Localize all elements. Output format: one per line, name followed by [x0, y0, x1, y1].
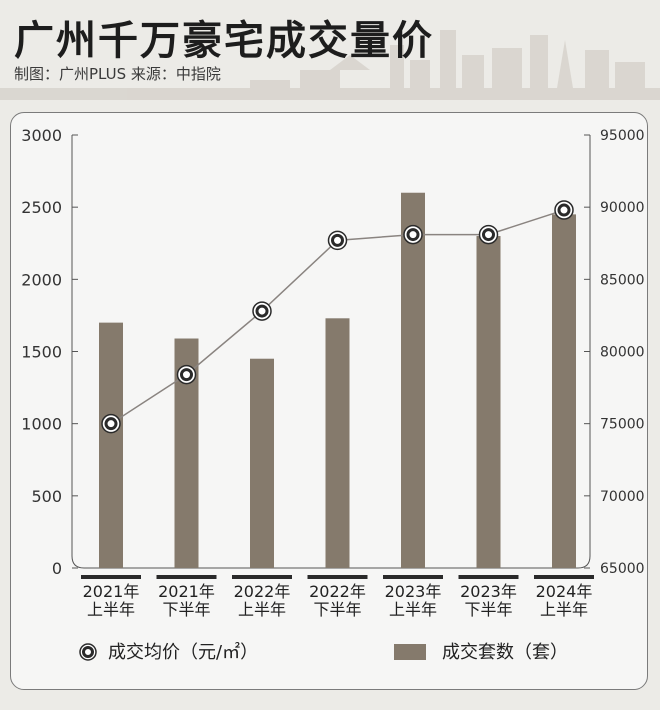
- x-tick-label-half: 上半年: [87, 600, 135, 619]
- bar-transaction-count: [325, 318, 350, 568]
- chart-credit: 制图：广州PLUS 来源：中指院: [14, 65, 221, 83]
- legend-label-avg-price: 成交均价（元/㎡）: [108, 641, 258, 663]
- bar-transaction-count: [401, 192, 425, 568]
- bar-transaction-count: [99, 322, 123, 568]
- left-tick-label: 2500: [21, 198, 62, 217]
- right-tick-label: 65000: [600, 561, 645, 577]
- bar-transaction-count: [476, 236, 501, 569]
- x-category-underline: [232, 575, 292, 579]
- avg-price-point-core: [482, 228, 495, 242]
- left-tick-label: 1000: [21, 415, 62, 434]
- legend-bar-swatch: [394, 644, 426, 660]
- bar-transaction-count: [552, 214, 576, 568]
- x-tick-label-year: 2022年: [309, 582, 366, 601]
- x-category-underline: [81, 575, 141, 579]
- x-tick-label-year: 2023年: [385, 582, 442, 601]
- x-tick-label-year: 2021年: [158, 582, 215, 601]
- avg-price-point-core: [255, 304, 269, 318]
- x-tick-label-half: 上半年: [389, 600, 437, 619]
- x-tick-label-half: 上半年: [238, 600, 286, 619]
- right-tick-label: 80000: [600, 345, 645, 361]
- x-category-underline: [458, 575, 519, 579]
- x-tick-label-year: 2024年: [536, 582, 593, 601]
- x-tick-label-year: 2022年: [234, 582, 291, 601]
- left-tick-label: 500: [31, 487, 62, 506]
- avg-price-point-core: [331, 233, 344, 247]
- x-tick-label-year: 2023年: [460, 582, 517, 601]
- x-category-underline: [383, 575, 443, 579]
- right-tick-label: 85000: [600, 272, 645, 288]
- x-tick-label-half: 下半年: [464, 600, 512, 619]
- bar-transaction-count: [250, 358, 274, 568]
- left-tick-label: 3000: [21, 126, 62, 145]
- legend-label-count: 成交套数（套）: [442, 642, 568, 663]
- avg-price-point-core: [104, 417, 118, 431]
- left-tick-label: 2000: [21, 270, 62, 289]
- x-category-underline: [534, 575, 594, 579]
- right-tick-label: 70000: [600, 489, 645, 505]
- right-tick-label: 75000: [600, 417, 645, 433]
- right-tick-label: 90000: [600, 200, 645, 216]
- x-tick-label-half: 下半年: [162, 600, 210, 619]
- left-tick-label: 0: [52, 559, 62, 578]
- avg-price-point-core: [406, 228, 420, 242]
- x-tick-label-year: 2021年: [83, 582, 140, 601]
- left-tick-label: 1500: [21, 343, 62, 362]
- city-skyline-backdrop: [0, 30, 660, 100]
- x-tick-label-half: 上半年: [540, 600, 588, 619]
- x-category-underline: [307, 575, 368, 579]
- page-title: 广州千万豪宅成交量价: [14, 18, 434, 64]
- legend-line-marker-core: [82, 646, 94, 658]
- x-category-underline: [156, 575, 217, 579]
- x-tick-label-half: 下半年: [313, 600, 361, 619]
- avg-price-point-core: [180, 368, 193, 382]
- avg-price-point-core: [557, 203, 571, 217]
- right-tick-label: 95000: [600, 128, 645, 144]
